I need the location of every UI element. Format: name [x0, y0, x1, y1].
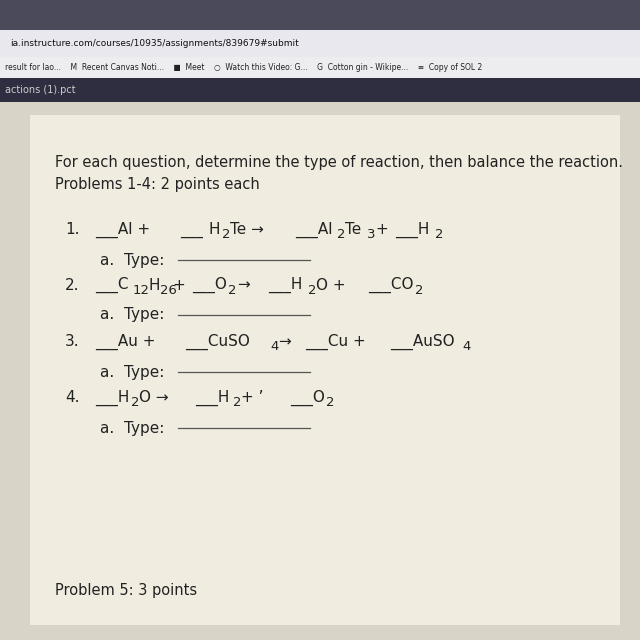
Text: 2: 2 [435, 228, 444, 241]
Text: 4.: 4. [65, 390, 79, 406]
Text: a.  Type:: a. Type: [100, 420, 164, 435]
Text: 2: 2 [337, 228, 346, 241]
Text: a.  Type:: a. Type: [100, 365, 164, 380]
Text: ___H: ___H [95, 390, 129, 406]
Text: 2: 2 [228, 284, 237, 296]
Text: +: + [172, 278, 185, 292]
Text: →: → [237, 278, 250, 292]
Text: 26: 26 [160, 284, 177, 296]
Text: 2: 2 [326, 397, 335, 410]
Text: ___: ___ [180, 223, 203, 237]
Text: 4: 4 [270, 340, 278, 353]
Text: 2: 2 [308, 284, 317, 296]
Text: result for lao...    M  Recent Canvas Noti...    ■  Meet    ○  Watch this Video:: result for lao... M Recent Canvas Noti..… [5, 63, 483, 72]
Text: ___Cu +: ___Cu + [305, 334, 365, 350]
Text: ___H: ___H [395, 222, 429, 238]
Text: For each question, determine the type of reaction, then balance the reaction.: For each question, determine the type of… [55, 154, 623, 170]
Bar [0, 0, 640, 30]
Text: H: H [208, 223, 220, 237]
Text: 4: 4 [462, 340, 470, 353]
Text: Te →: Te → [230, 223, 264, 237]
Text: 3.: 3. [65, 335, 79, 349]
Bar [0, 57, 640, 78]
Text: 2: 2 [233, 397, 241, 410]
Text: + ʼ: + ʼ [241, 390, 264, 406]
Text: ___O: ___O [192, 277, 227, 293]
Text: ___AuSO: ___AuSO [390, 334, 454, 350]
Text: ___H: ___H [268, 277, 302, 293]
Text: ___CO: ___CO [368, 277, 413, 293]
Text: a.  Type:: a. Type: [100, 307, 164, 323]
Text: →: → [278, 335, 291, 349]
Text: O →: O → [139, 390, 168, 406]
Text: ___H: ___H [195, 390, 229, 406]
Bar [30, 115, 620, 625]
Text: 2: 2 [131, 397, 140, 410]
Text: ___Al: ___Al [295, 222, 333, 238]
Text: 12: 12 [133, 284, 150, 296]
Text: 2: 2 [222, 228, 230, 241]
Bar [0, 102, 640, 640]
Text: ___O: ___O [290, 390, 325, 406]
Text: O +: O + [316, 278, 346, 292]
Text: 1.: 1. [65, 223, 79, 237]
Text: a.  Type:: a. Type: [100, 253, 164, 268]
Text: ___Al +: ___Al + [95, 222, 150, 238]
Text: ___Au +: ___Au + [95, 334, 156, 350]
Text: Problems 1-4: 2 points each: Problems 1-4: 2 points each [55, 177, 260, 193]
Text: ___CuSO: ___CuSO [185, 334, 250, 350]
Text: H: H [148, 278, 159, 292]
Text: ___C: ___C [95, 277, 129, 293]
Text: 2: 2 [415, 284, 424, 296]
Bar [0, 78, 640, 102]
Text: actions (1).pct: actions (1).pct [5, 85, 76, 95]
Text: Te: Te [345, 223, 361, 237]
Bar [0, 30, 640, 57]
Text: Problem 5: 3 points: Problem 5: 3 points [55, 582, 197, 598]
Text: +: + [375, 223, 388, 237]
Text: ia.instructure.com/courses/10935/assignments/839679#submit: ia.instructure.com/courses/10935/assignm… [10, 40, 299, 49]
Text: 3: 3 [367, 228, 376, 241]
Text: 2.: 2. [65, 278, 79, 292]
